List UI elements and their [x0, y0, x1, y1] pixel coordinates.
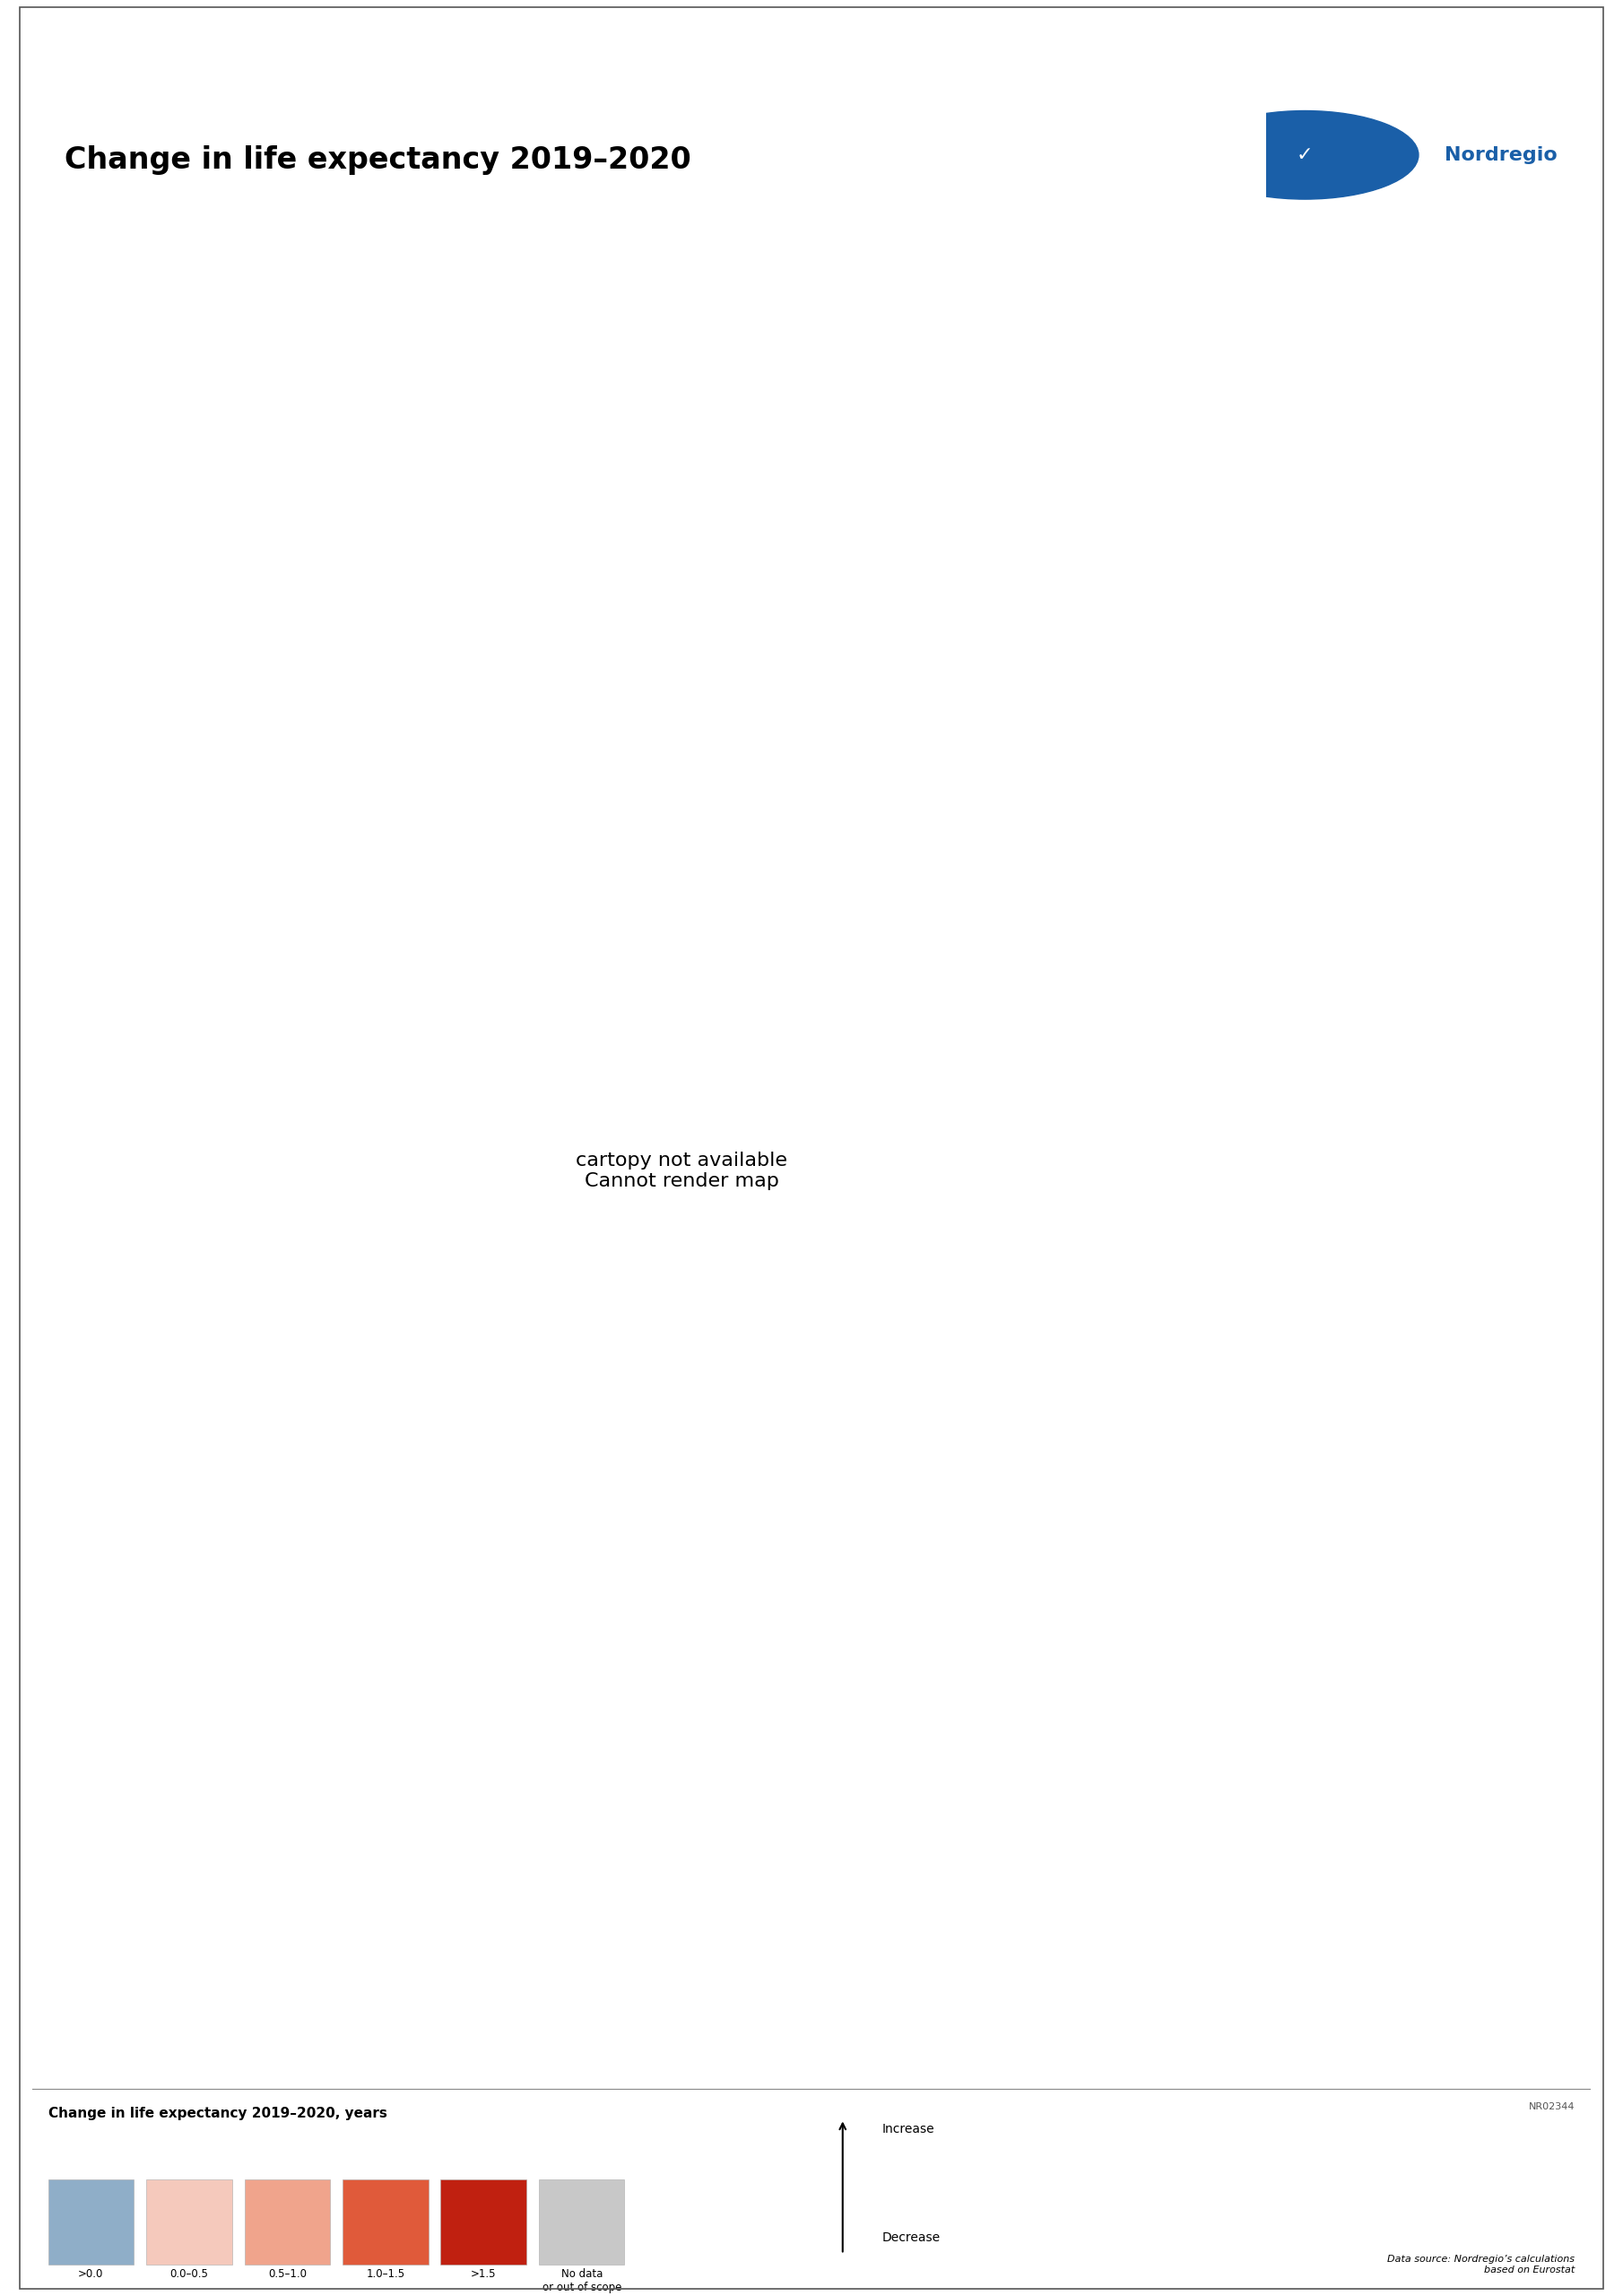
Circle shape — [1191, 110, 1419, 200]
Bar — [342, 2179, 428, 2264]
Text: ✓: ✓ — [1297, 147, 1313, 163]
Text: No data
or out of scope: No data or out of scope — [542, 2268, 622, 2294]
Text: 1.0–1.5: 1.0–1.5 — [367, 2268, 404, 2280]
Text: NR02344: NR02344 — [1529, 2103, 1574, 2112]
Text: Increase: Increase — [881, 2124, 935, 2135]
Text: Decrease: Decrease — [881, 2232, 940, 2243]
Bar — [49, 2179, 133, 2264]
Bar — [539, 2179, 625, 2264]
Bar — [441, 2179, 526, 2264]
Text: >1.5: >1.5 — [471, 2268, 497, 2280]
Text: cartopy not available
Cannot render map: cartopy not available Cannot render map — [576, 1153, 787, 1189]
Text: Nordregio: Nordregio — [1444, 147, 1556, 163]
Text: 0.5–1.0: 0.5–1.0 — [268, 2268, 307, 2280]
Text: 0.0–0.5: 0.0–0.5 — [170, 2268, 208, 2280]
Bar — [245, 2179, 329, 2264]
Text: Change in life expectancy 2019–2020, years: Change in life expectancy 2019–2020, yea… — [49, 2108, 386, 2119]
Text: >0.0: >0.0 — [78, 2268, 104, 2280]
Text: Change in life expectancy 2019–2020: Change in life expectancy 2019–2020 — [65, 145, 691, 174]
Text: Data source: Nordregio’s calculations
based on Eurostat: Data source: Nordregio’s calculations ba… — [1388, 2255, 1574, 2275]
Bar — [146, 2179, 232, 2264]
